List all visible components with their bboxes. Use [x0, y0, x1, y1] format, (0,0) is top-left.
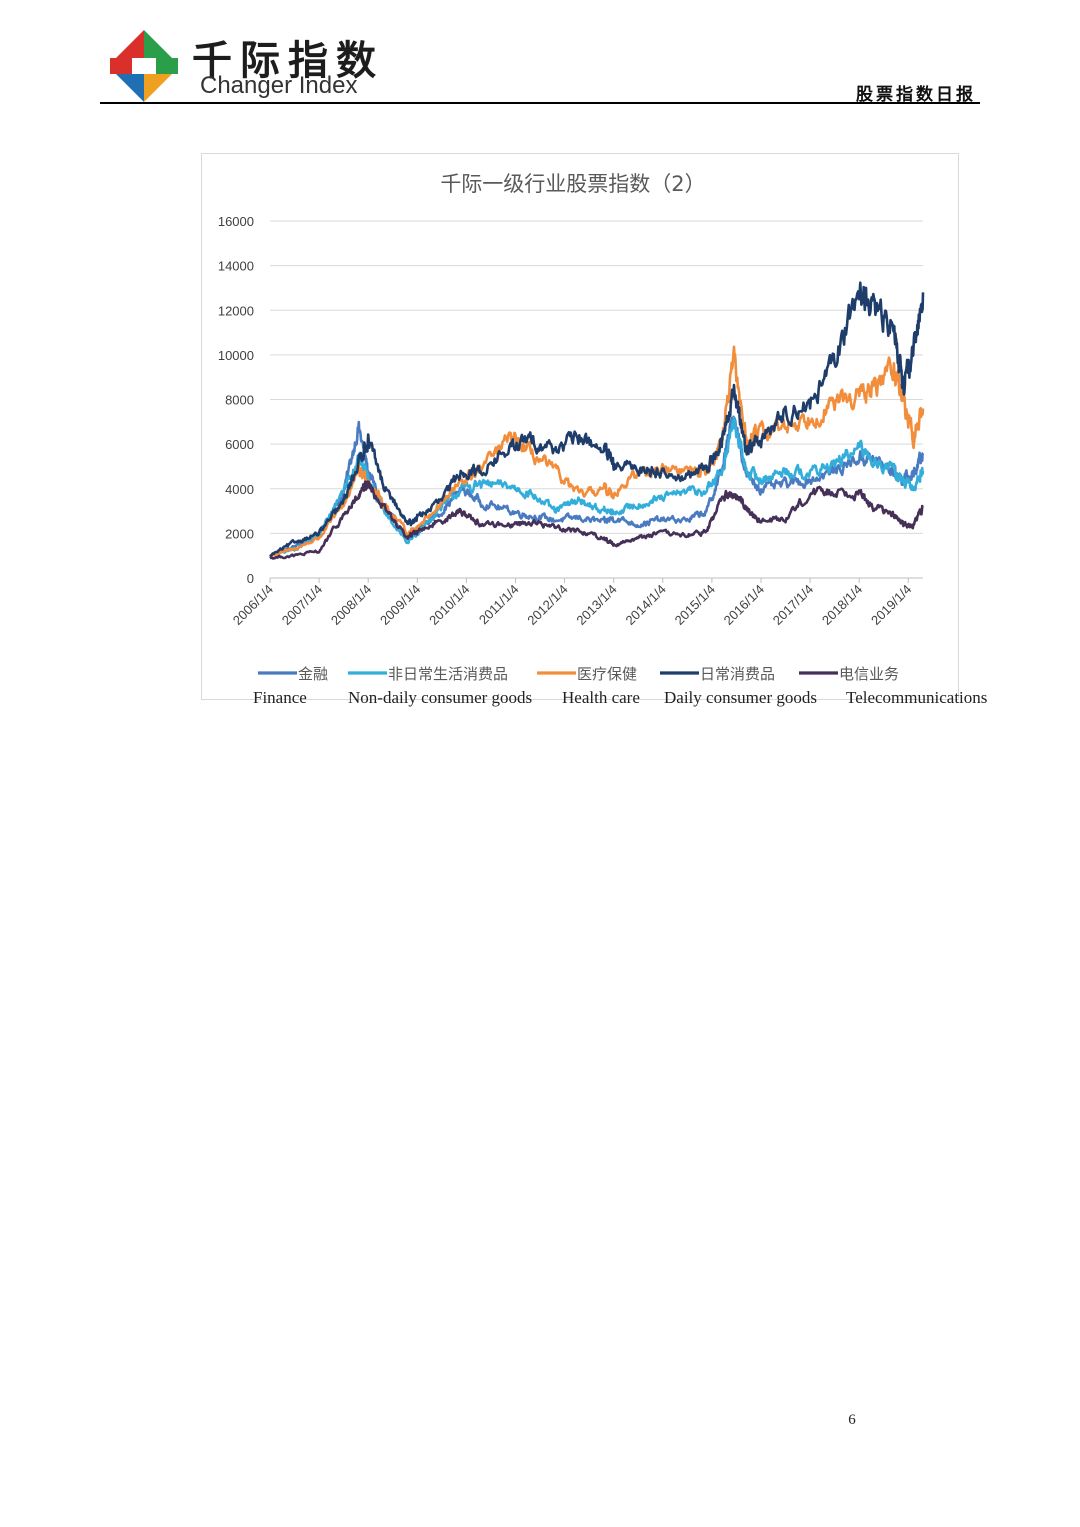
legend-label-2: 医疗保健: [577, 665, 637, 683]
series-line-3: [269, 281, 925, 557]
series-line-2: [269, 345, 925, 557]
x-tick-label: 2017/1/4: [770, 582, 816, 628]
y-tick-label: 4000: [225, 482, 254, 497]
x-tick-label: 2006/1/4: [230, 582, 276, 628]
y-tick-label: 14000: [218, 259, 254, 274]
industry-index-line-chart: 千际一级行业股票指数（2） 0 2000 4000 6000 8000 10000 12000…: [218, 172, 925, 683]
legend-en-non-daily-consumer: Non-daily consumer goods: [348, 688, 533, 707]
x-tick-label: 2014/1/4: [623, 582, 669, 628]
chart-title: 千际一级行业股票指数（2）: [440, 172, 705, 196]
page-number: 6: [848, 1412, 856, 1428]
header-divider: [100, 102, 980, 104]
diamond-logo-icon: [110, 30, 178, 102]
legend-en-finance: Finance: [253, 688, 307, 707]
x-tick-label: 2018/1/4: [819, 582, 865, 628]
page-header: 千际指数 Changer Index 股票指数日报: [100, 22, 980, 106]
legend-label-3: 日常消费品: [700, 665, 775, 683]
brand-name-en: Changer Index: [200, 72, 358, 99]
legend-label-1: 非日常生活消费品: [388, 665, 508, 683]
x-tick-label: 2016/1/4: [721, 582, 767, 628]
x-tick-label: 2015/1/4: [672, 582, 718, 628]
legend-en-health-care: Health care: [562, 688, 640, 707]
x-tick-label: 2007/1/4: [279, 582, 325, 628]
y-tick-label: 8000: [225, 393, 254, 408]
y-tick-label: 10000: [218, 348, 254, 363]
y-tick-label: 16000: [218, 214, 254, 229]
legend-en-daily-consumer: Daily consumer goods: [664, 688, 817, 707]
x-tick-label: 2011/1/4: [476, 582, 522, 628]
x-tick-label: 2010/1/4: [426, 582, 472, 628]
y-tick-label: 12000: [218, 303, 254, 318]
series-line-4: [269, 480, 924, 560]
x-tick-label: 2019/1/4: [868, 582, 914, 628]
y-tick-label: 2000: [225, 526, 254, 541]
x-tick-label: 2008/1/4: [328, 582, 374, 628]
x-tick-label: 2013/1/4: [573, 582, 619, 628]
legend-en-telecom: Telecommunications: [846, 688, 988, 707]
report-title: 股票指数日报: [856, 85, 976, 105]
y-tick-label: 0: [247, 571, 254, 586]
brand-name-cn: 千际指数: [192, 38, 384, 84]
x-tick-label: 2012/1/4: [524, 582, 570, 628]
y-tick-label: 6000: [225, 437, 254, 452]
legend-label-0: 金融: [298, 665, 328, 683]
series-line-1: [268, 416, 925, 558]
x-tick-label: 2009/1/4: [377, 582, 423, 628]
legend-label-4: 电信业务: [839, 665, 899, 683]
chart-frame: [201, 153, 959, 700]
